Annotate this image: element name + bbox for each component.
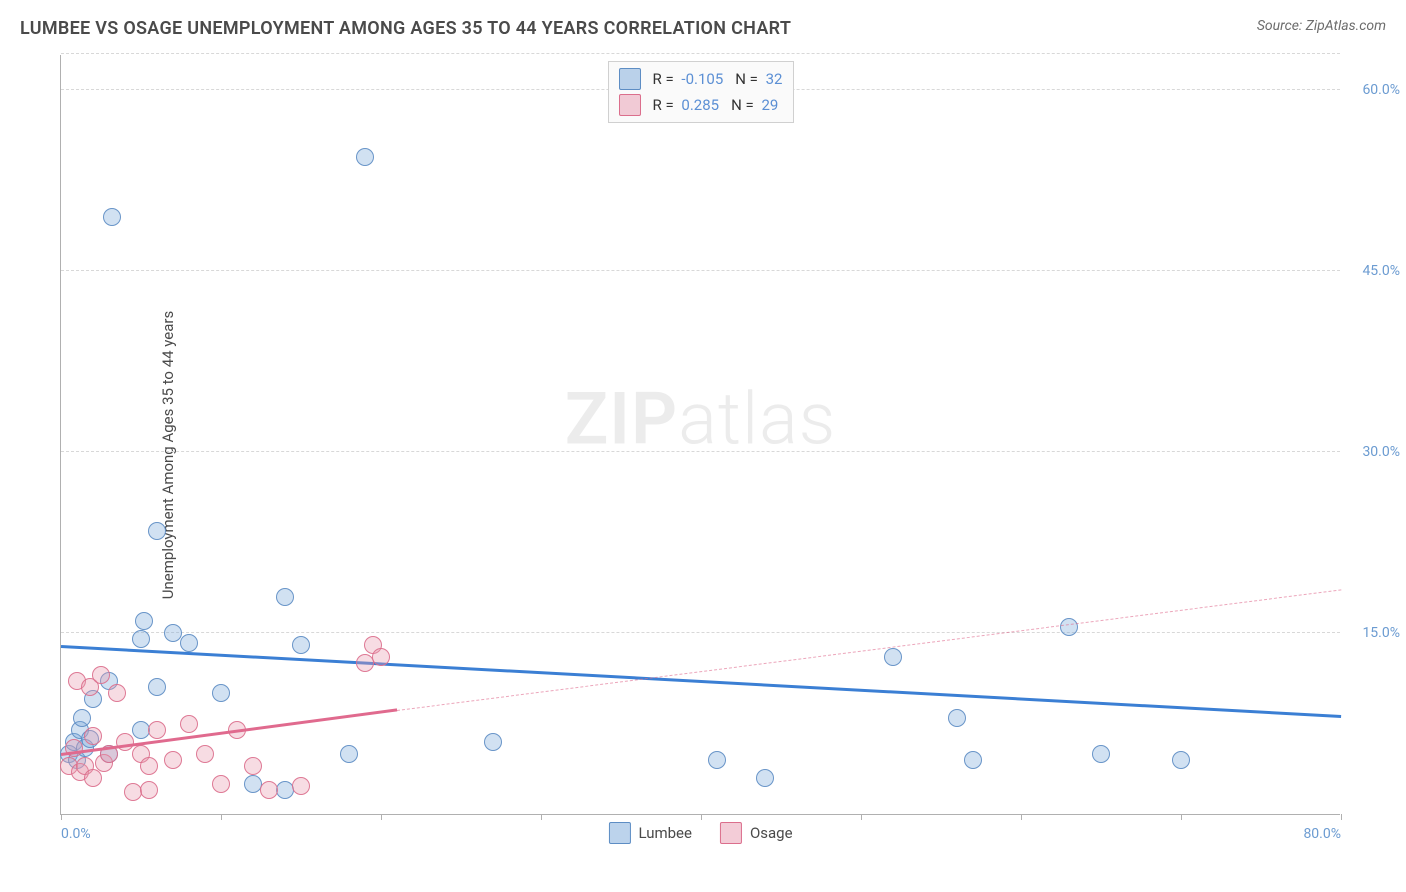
data-point — [212, 684, 230, 702]
data-point — [164, 624, 182, 642]
legend-swatch — [619, 68, 641, 90]
gridline — [61, 270, 1340, 271]
data-point — [73, 709, 91, 727]
x-tick — [381, 814, 382, 820]
data-point — [103, 208, 121, 226]
legend-swatch — [720, 822, 742, 844]
data-point — [140, 757, 158, 775]
data-point — [135, 612, 153, 630]
gridline — [61, 53, 1340, 54]
y-tick-label: 30.0% — [1362, 444, 1400, 460]
chart-title: LUMBEE VS OSAGE UNEMPLOYMENT AMONG AGES … — [20, 18, 791, 39]
data-point — [756, 769, 774, 787]
correlation-legend: R = -0.105 N = 32 R = 0.285 N = 29 — [608, 61, 794, 123]
data-point — [212, 775, 230, 793]
x-tick — [541, 814, 542, 820]
y-tick-label: 45.0% — [1362, 263, 1400, 279]
data-point — [92, 666, 110, 684]
data-point — [260, 781, 278, 799]
data-point — [196, 745, 214, 763]
data-point — [884, 648, 902, 666]
data-point — [340, 745, 358, 763]
data-point — [244, 757, 262, 775]
legend-swatch — [608, 822, 630, 844]
legend-row: R = -0.105 N = 32 — [619, 66, 783, 92]
data-point — [292, 636, 310, 654]
legend-n: N = 32 — [735, 70, 782, 88]
data-point — [164, 751, 182, 769]
y-tick-label: 15.0% — [1362, 625, 1400, 641]
chart-source: Source: ZipAtlas.com — [1257, 18, 1386, 34]
x-tick — [701, 814, 702, 820]
legend-r: R = 0.285 — [653, 96, 720, 114]
x-tick — [1341, 814, 1342, 820]
data-point — [948, 709, 966, 727]
data-point — [356, 148, 374, 166]
data-point — [708, 751, 726, 769]
chart-area: Unemployment Among Ages 35 to 44 years Z… — [50, 55, 1390, 855]
legend-r: R = -0.105 — [653, 70, 724, 88]
legend-item: Osage — [720, 822, 793, 844]
data-point — [84, 769, 102, 787]
watermark: ZIPatlas — [565, 377, 837, 462]
data-point — [148, 522, 166, 540]
data-point — [132, 630, 150, 648]
x-tick — [1181, 814, 1182, 820]
legend-label: Osage — [750, 824, 793, 842]
x-tick — [861, 814, 862, 820]
trend-line — [61, 645, 1341, 718]
data-point — [84, 727, 102, 745]
x-tick-label: 0.0% — [61, 826, 91, 842]
chart-header: LUMBEE VS OSAGE UNEMPLOYMENT AMONG AGES … — [0, 0, 1406, 49]
x-tick — [221, 814, 222, 820]
legend-item: Lumbee — [608, 822, 692, 844]
gridline — [61, 632, 1340, 633]
data-point — [964, 751, 982, 769]
data-point — [148, 678, 166, 696]
data-point — [292, 777, 310, 795]
x-tick — [61, 814, 62, 820]
data-point — [108, 684, 126, 702]
x-tick — [1021, 814, 1022, 820]
data-point — [124, 783, 142, 801]
gridline — [61, 451, 1340, 452]
series-legend: Lumbee Osage — [608, 822, 792, 844]
legend-label: Lumbee — [638, 824, 692, 842]
data-point — [148, 721, 166, 739]
data-point — [1172, 751, 1190, 769]
data-point — [180, 715, 198, 733]
scatter-plot: ZIPatlas R = -0.105 N = 32 R = 0.285 N = 29… — [60, 55, 1340, 815]
legend-n: N = 29 — [731, 96, 778, 114]
data-point — [276, 588, 294, 606]
trend-line — [397, 590, 1341, 712]
legend-row: R = 0.285 N = 29 — [619, 92, 783, 118]
data-point — [1092, 745, 1110, 763]
y-tick-label: 60.0% — [1362, 82, 1400, 98]
data-point — [1060, 618, 1078, 636]
data-point — [140, 781, 158, 799]
x-tick-label: 80.0% — [1303, 826, 1341, 842]
legend-swatch — [619, 94, 641, 116]
data-point — [372, 648, 390, 666]
data-point — [484, 733, 502, 751]
data-point — [180, 634, 198, 652]
